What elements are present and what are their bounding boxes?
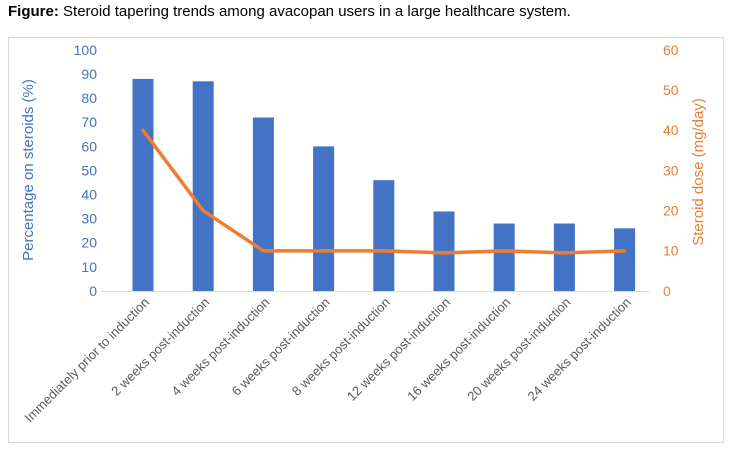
right-axis-tick-label: 20 (663, 203, 679, 219)
left-axis-tick-label: 10 (81, 259, 97, 275)
left-axis-tick-label: 80 (81, 90, 97, 106)
bar (614, 228, 636, 291)
left-axis-tick-label: 90 (81, 66, 97, 82)
left-axis-tick-label: 20 (81, 235, 97, 251)
right-axis-tick-label: 50 (663, 82, 679, 98)
left-axis-tick-label: 40 (81, 187, 97, 203)
figure-caption-prefix: Figure: (8, 3, 59, 20)
right-axis-tick-label: 0 (663, 283, 671, 299)
bar (313, 146, 335, 291)
left-axis-tick-label: 60 (81, 138, 97, 154)
bar-series (132, 78, 636, 291)
line (141, 128, 627, 255)
bar (252, 117, 274, 291)
figure-caption: Figure: Steroid tapering trends among av… (8, 3, 571, 20)
bar (493, 223, 515, 291)
category-label: 6 weeks post-induction (229, 295, 333, 399)
right-axis-tick-label: 30 (663, 162, 679, 178)
bar (192, 81, 214, 291)
category-label: 4 weeks post-induction (168, 295, 272, 399)
combo-chart: Percentage on steroids (%) Steroid dose … (20, 42, 707, 426)
left-axis-tick-label: 30 (81, 211, 97, 227)
category-label: 16 weeks post-induction (404, 295, 513, 404)
category-label: 12 weeks post-induction (344, 295, 453, 404)
left-axis-title: Percentage on steroids (%) (20, 79, 37, 261)
right-axis-title: Steroid dose (mg/day) (690, 98, 707, 246)
left-axis-tick-label: 0 (89, 283, 97, 299)
category-label: 20 weeks post-induction (464, 295, 573, 404)
bar (553, 223, 575, 291)
category-label: 2 weeks post-induction (108, 295, 212, 399)
tick-labels-layer: 0 10 20 30 40 50 60 70 80 90 100 0 10 20 30 40 50 60 (74, 42, 679, 299)
right-axis-tick-label: 10 (663, 243, 679, 259)
left-axis-tick-label: 50 (81, 162, 97, 178)
line-series (141, 128, 627, 255)
bar (373, 180, 395, 291)
category-label: 24 weeks post-induction (524, 295, 633, 404)
right-axis-tick-label: 60 (663, 42, 679, 58)
left-axis-tick-label: 100 (74, 42, 98, 58)
chart-container: Percentage on steroids (%) Steroid dose … (8, 37, 724, 443)
left-axis-tick-label: 70 (81, 114, 97, 130)
bar (132, 78, 154, 291)
category-label: 8 weeks post-induction (289, 295, 393, 399)
right-axis-tick-label: 40 (663, 122, 679, 138)
category-label: Immediately prior to induction (21, 295, 152, 426)
figure-caption-text: Steroid tapering trends among avacopan u… (63, 3, 571, 20)
